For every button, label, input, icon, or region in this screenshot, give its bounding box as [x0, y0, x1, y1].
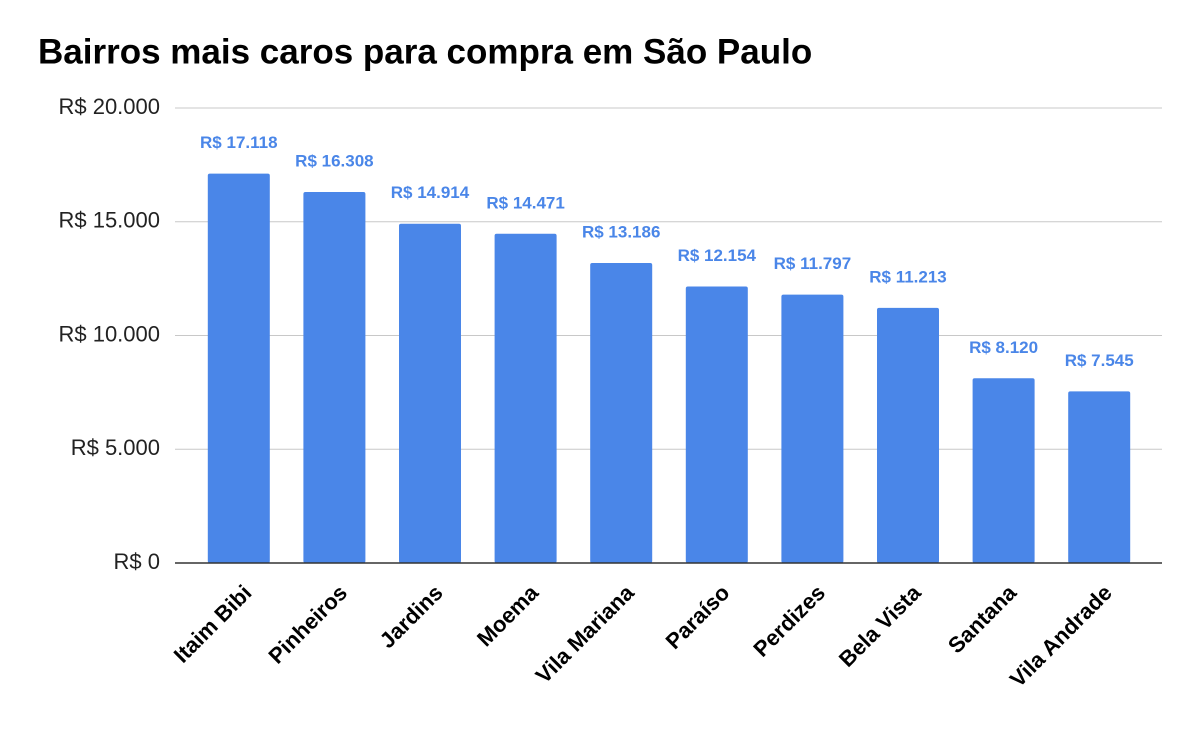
bar — [303, 191, 366, 564]
value-label: R$ 14.914 — [391, 183, 470, 202]
x-tick-label: Pinheiros — [263, 580, 352, 669]
bar — [1068, 391, 1131, 563]
value-label: R$ 8.120 — [969, 338, 1038, 357]
x-tick-label: Vila Mariana — [531, 579, 640, 688]
x-tick-label: Itaim Bibi — [169, 580, 257, 668]
bar — [781, 294, 844, 563]
value-label: R$ 13.186 — [582, 223, 660, 242]
value-label: R$ 7.545 — [1065, 351, 1134, 370]
y-tick-label: R$ 0 — [114, 549, 160, 574]
bar — [972, 378, 1035, 563]
value-label: R$ 14.471 — [486, 193, 564, 212]
bar — [877, 307, 939, 563]
y-tick-label: R$ 5.000 — [71, 435, 160, 460]
x-tick-label: Bela Vista — [834, 579, 926, 671]
x-tick-label: Moema — [472, 579, 544, 651]
y-tick-label: R$ 20.000 — [58, 94, 160, 119]
chart-title: Bairros mais caros para compra em São Pa… — [38, 32, 812, 71]
value-label: R$ 12.154 — [678, 246, 757, 265]
bar — [207, 173, 270, 564]
x-tick-label: Vila Andrade — [1005, 580, 1117, 692]
x-tick-label: Santana — [943, 579, 1022, 658]
value-label: R$ 11.213 — [869, 267, 947, 286]
x-tick-label: Perdizes — [748, 580, 830, 662]
value-label: R$ 16.308 — [295, 151, 373, 170]
value-label: R$ 17.118 — [200, 133, 278, 152]
bar — [590, 263, 653, 563]
x-tick-label: Paraíso — [661, 580, 735, 654]
y-tick-label: R$ 15.000 — [58, 208, 160, 233]
bar — [494, 233, 557, 564]
y-tick-label: R$ 10.000 — [58, 321, 160, 346]
value-label: R$ 11.797 — [774, 254, 852, 273]
bar — [399, 223, 461, 564]
bar — [685, 286, 748, 563]
x-tick-label: Jardins — [375, 580, 448, 653]
